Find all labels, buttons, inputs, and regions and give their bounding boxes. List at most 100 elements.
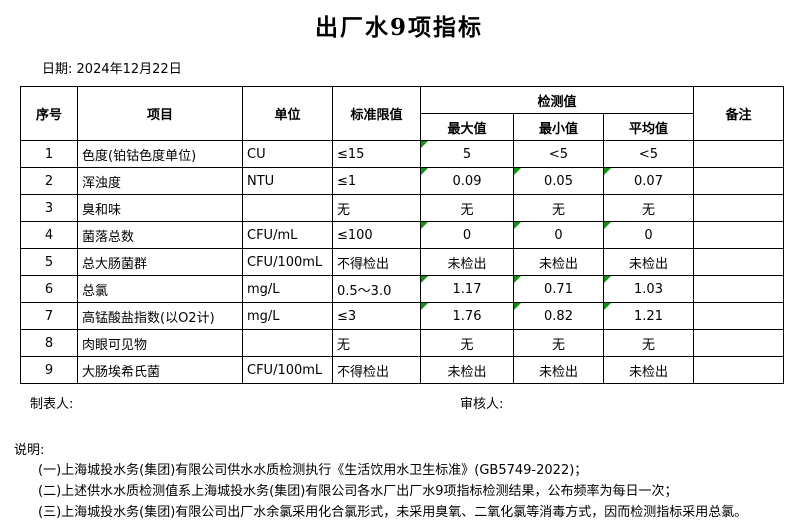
table-row: 5 总大肠菌群 CFU/100mL 不得检出 未检出 未检出 未检出	[20, 248, 784, 276]
cell-limit: ≤15	[332, 140, 421, 168]
cell-limit: ≤100	[332, 221, 421, 249]
cell-remark	[693, 194, 784, 222]
cell-limit: 不得检出	[332, 356, 421, 384]
cell-max: 0	[420, 221, 514, 249]
cell-unit: NTU	[242, 167, 333, 195]
cell-unit	[242, 329, 333, 357]
cell-min: 0.71	[513, 275, 604, 303]
water-quality-table: 序号 项目 单位 标准限值 检测值 备注 最大值 最小值 平均值 1 色度(铂钴…	[20, 86, 784, 384]
cell-max: 1.17	[420, 275, 514, 303]
cell-min: 无	[513, 194, 604, 222]
cell-unit	[242, 194, 333, 222]
table-row: 3 臭和味 无 无 无 无	[20, 194, 784, 222]
cell-avg: 1.03	[603, 275, 694, 303]
report-date: 日期: 2024年12月22日	[42, 58, 798, 77]
cell-min: 0	[513, 221, 604, 249]
cell-min: <5	[513, 140, 604, 168]
signature-row: 制表人: 审核人:	[0, 393, 798, 413]
cell-remark	[693, 329, 784, 357]
cell-avg: 未检出	[603, 248, 694, 276]
cell-seq: 1	[20, 140, 78, 168]
cell-remark	[693, 302, 784, 330]
cell-seq: 9	[20, 356, 78, 384]
cell-item: 总大肠菌群	[77, 248, 243, 276]
table-row: 8 肉眼可见物 无 无 无 无	[20, 329, 784, 357]
header-row-2: 最大值 最小值 平均值	[21, 113, 784, 141]
cell-seq: 7	[20, 302, 78, 330]
cell-item: 浑浊度	[77, 167, 243, 195]
col-header-seq: 序号	[20, 86, 78, 141]
cell-avg: 无	[603, 329, 694, 357]
col-header-item: 项目	[77, 86, 243, 141]
notes-heading: 说明:	[14, 443, 45, 458]
preparer-label: 制表人:	[30, 397, 74, 412]
cell-limit: 无	[332, 194, 421, 222]
note-line-3: (三)上海城投水务(集团)有限公司出厂水余氯采用化合氯形式，未采用臭氧、二氧化氯…	[38, 505, 748, 520]
cell-max: 未检出	[420, 356, 514, 384]
col-header-max: 最大值	[420, 113, 514, 141]
cell-item: 总氯	[77, 275, 243, 303]
cell-limit: 不得检出	[332, 248, 421, 276]
table-row: 4 菌落总数 CFU/mL ≤100 0 0 0	[20, 221, 784, 249]
cell-min: 未检出	[513, 356, 604, 384]
cell-avg: 0.07	[603, 167, 694, 195]
cell-item: 大肠埃希氏菌	[77, 356, 243, 384]
page-title: 出厂水9项指标	[314, 14, 483, 41]
cell-min: 0.05	[513, 167, 604, 195]
cell-seq: 3	[20, 194, 78, 222]
cell-seq: 2	[20, 167, 78, 195]
table-row: 6 总氯 mg/L 0.5～3.0 1.17 0.71 1.03	[20, 275, 784, 303]
cell-seq: 6	[20, 275, 78, 303]
cell-min: 0.82	[513, 302, 604, 330]
cell-limit: 0.5～3.0	[332, 275, 421, 303]
cell-remark	[693, 167, 784, 195]
col-header-limit: 标准限值	[332, 86, 421, 141]
note-line-2: (二)上述供水水质检测值系上海城投水务(集团)有限公司各水厂出厂水9项指标检测结…	[38, 484, 678, 499]
cell-item: 高锰酸盐指数(以O2计)	[77, 302, 243, 330]
col-header-remark: 备注	[693, 86, 784, 141]
cell-limit: ≤1	[332, 167, 421, 195]
cell-avg: 0	[603, 221, 694, 249]
cell-item: 菌落总数	[77, 221, 243, 249]
cell-min: 未检出	[513, 248, 604, 276]
cell-seq: 4	[20, 221, 78, 249]
cell-item: 色度(铂钴色度单位)	[77, 140, 243, 168]
cell-unit: CU	[242, 140, 333, 168]
cell-unit: CFU/mL	[242, 221, 333, 249]
cell-seq: 8	[20, 329, 78, 357]
cell-limit: 无	[332, 329, 421, 357]
cell-max: 无	[420, 194, 514, 222]
table-row: 1 色度(铂钴色度单位) CU ≤15 5 <5 <5	[20, 140, 784, 168]
table-row: 7 高锰酸盐指数(以O2计) mg/L ≤3 1.76 0.82 1.21	[20, 302, 784, 330]
date-label: 日期:	[42, 62, 73, 77]
cell-remark	[693, 356, 784, 384]
col-header-avg: 平均值	[603, 113, 694, 141]
header-row-1: 序号 项目 单位 标准限值 检测值 备注	[20, 86, 784, 141]
reviewer-label: 审核人:	[460, 397, 504, 412]
cell-unit: CFU/100mL	[242, 356, 333, 384]
cell-avg: 无	[603, 194, 694, 222]
col-header-min: 最小值	[513, 113, 604, 141]
date-value: 2024年12月22日	[76, 62, 182, 77]
cell-avg: <5	[603, 140, 694, 168]
cell-avg: 未检出	[603, 356, 694, 384]
notes-section: 说明: (一)上海城投水务(集团)有限公司供水水质检测执行《生活饮用水卫生标准》…	[0, 439, 798, 521]
cell-remark	[693, 140, 784, 168]
col-header-unit: 单位	[242, 86, 333, 141]
cell-max: 0.09	[420, 167, 514, 195]
cell-remark	[693, 221, 784, 249]
cell-limit: ≤3	[332, 302, 421, 330]
cell-item: 肉眼可见物	[77, 329, 243, 357]
cell-max: 5	[420, 140, 514, 168]
cell-max: 未检出	[420, 248, 514, 276]
cell-min: 无	[513, 329, 604, 357]
cell-item: 臭和味	[77, 194, 243, 222]
cell-max: 无	[420, 329, 514, 357]
cell-remark	[693, 275, 784, 303]
col-header-detection-group: 检测值	[420, 86, 694, 114]
cell-max: 1.76	[420, 302, 514, 330]
table-row: 2 浑浊度 NTU ≤1 0.09 0.05 0.07	[20, 167, 784, 195]
report-page: 出厂水9项指标 日期: 2024年12月22日 序号 项目 单位 标准限值 检测…	[0, 8, 798, 521]
cell-unit: mg/L	[242, 302, 333, 330]
cell-seq: 5	[20, 248, 78, 276]
